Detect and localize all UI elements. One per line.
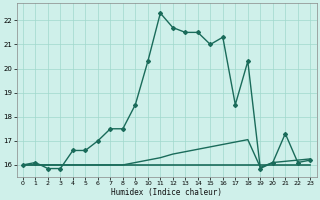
- X-axis label: Humidex (Indice chaleur): Humidex (Indice chaleur): [111, 188, 222, 197]
